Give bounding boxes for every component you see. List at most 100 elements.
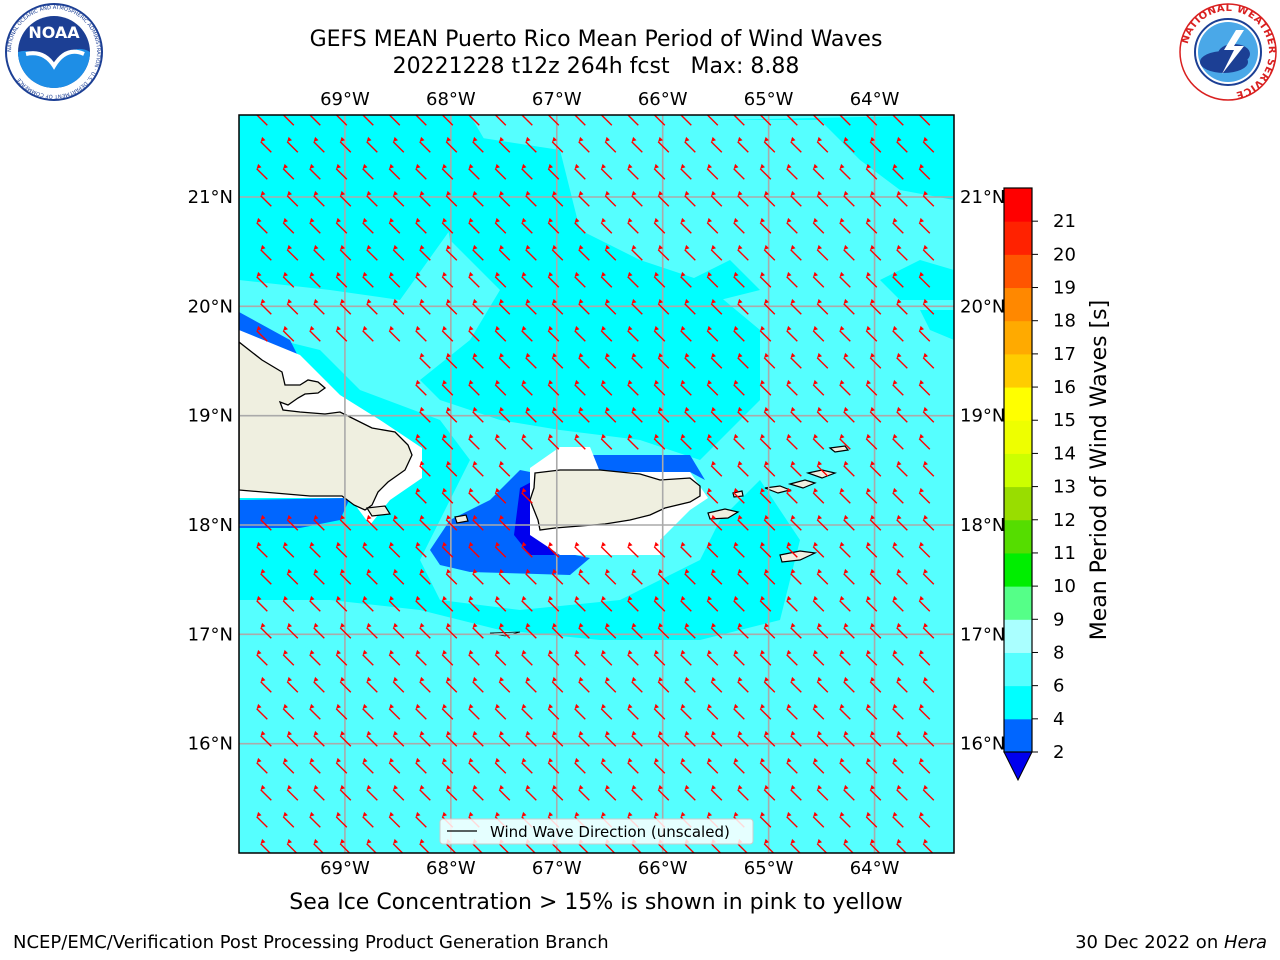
wind-arrow xyxy=(918,757,931,774)
wind-arrow xyxy=(551,676,564,693)
wind-arrow xyxy=(680,703,692,720)
wind-arrow xyxy=(790,460,802,477)
wind-arrow xyxy=(547,115,560,126)
wind-arrow xyxy=(494,379,507,396)
wind-arrow xyxy=(865,325,878,342)
wind-arrow xyxy=(521,757,533,774)
wind-arrow xyxy=(282,595,295,612)
colorbar-tick-label: 17 xyxy=(1053,344,1076,365)
wind-arrow xyxy=(843,136,855,153)
wind-arrow xyxy=(706,271,719,288)
wind-arrow xyxy=(710,784,723,801)
wind-arrow xyxy=(574,271,586,288)
wind-arrow xyxy=(362,703,374,720)
wind-arrow xyxy=(388,757,401,774)
wind-arrow xyxy=(313,676,325,693)
wind-arrow xyxy=(710,352,723,369)
wind-arrow xyxy=(525,676,537,693)
wind-arrow xyxy=(812,595,825,612)
latitude-label: 20°N xyxy=(188,296,233,317)
wind-arrow xyxy=(812,325,825,342)
wind-arrow xyxy=(843,352,855,369)
wind-arrow xyxy=(680,325,692,342)
wind-arrow xyxy=(918,271,931,288)
wind-arrow xyxy=(737,784,749,801)
wind-arrow xyxy=(865,757,878,774)
wind-arrow xyxy=(600,703,613,720)
wind-arrow xyxy=(710,622,723,639)
wind-arrow xyxy=(498,352,511,369)
wind-arrow xyxy=(733,217,745,234)
wind-arrow xyxy=(521,217,533,234)
wind-arrow xyxy=(892,217,904,234)
wind-arrow xyxy=(865,271,878,288)
wind-arrow xyxy=(494,271,507,288)
wind-arrow xyxy=(419,190,431,207)
wind-arrow xyxy=(600,115,613,126)
wind-arrow xyxy=(551,730,564,747)
wind-arrow xyxy=(839,271,851,288)
wind-arrow xyxy=(816,244,829,261)
wind-arrow xyxy=(918,325,931,342)
wind-arrow xyxy=(256,217,268,234)
wind-arrow xyxy=(843,784,855,801)
wind-arrow xyxy=(547,379,560,396)
footer-credit: NCEP/EMC/Verification Post Processing Pr… xyxy=(13,932,609,953)
wind-arrow xyxy=(472,730,484,747)
wind-arrow xyxy=(816,460,829,477)
wind-arrow xyxy=(419,244,431,261)
wind-arrow xyxy=(653,649,666,666)
wind-arrow xyxy=(578,352,590,369)
wind-arrow xyxy=(388,811,401,828)
wind-arrow xyxy=(525,244,537,261)
wind-arrow xyxy=(896,244,908,261)
wind-arrow xyxy=(892,811,904,828)
wind-arrow xyxy=(309,163,321,180)
wind-arrow xyxy=(441,433,454,450)
wind-arrow xyxy=(419,622,431,639)
wind-arrow xyxy=(498,460,511,477)
wind-arrow xyxy=(869,676,882,693)
wind-arrow xyxy=(388,217,401,234)
wind-arrow xyxy=(631,406,643,423)
wind-arrow xyxy=(706,163,719,180)
wind-arrow xyxy=(578,622,590,639)
wind-arrow xyxy=(468,703,480,720)
wind-arrow xyxy=(574,595,586,612)
wind-arrow xyxy=(922,460,935,477)
wind-arrow xyxy=(812,757,825,774)
wind-arrow xyxy=(865,163,878,180)
wind-arrow xyxy=(260,298,272,315)
wind-arrow xyxy=(441,757,454,774)
wind-arrow xyxy=(472,784,484,801)
wind-arrow xyxy=(441,541,454,558)
colorbar-segment xyxy=(1004,486,1032,521)
wind-arrow xyxy=(472,136,484,153)
wind-arrow xyxy=(551,190,564,207)
wind-arrow xyxy=(680,217,692,234)
wind-arrow xyxy=(574,379,586,396)
wind-arrow xyxy=(790,730,802,747)
wind-arrow xyxy=(366,136,378,153)
wind-arrow xyxy=(388,541,401,558)
wind-arrow xyxy=(445,244,458,261)
wind-arrow xyxy=(896,190,908,207)
longitude-label: 65°W xyxy=(744,89,794,110)
wind-arrow xyxy=(816,352,829,369)
wind-arrow xyxy=(918,433,931,450)
wind-arrow xyxy=(680,379,692,396)
wind-arrow xyxy=(309,757,321,774)
wind-arrow xyxy=(786,595,798,612)
colorbar-segment xyxy=(1004,519,1032,554)
wind-arrow xyxy=(525,730,537,747)
wind-arrow xyxy=(706,487,719,504)
colorbar-segment xyxy=(1004,718,1032,753)
wind-arrow xyxy=(392,514,405,531)
wind-arrow xyxy=(627,115,639,126)
wind-arrow xyxy=(335,325,348,342)
wind-arrow xyxy=(256,271,268,288)
wind-arrow xyxy=(922,568,935,585)
wind-arrow xyxy=(256,703,268,720)
wind-arrow xyxy=(256,595,268,612)
wind-arrow xyxy=(366,244,378,261)
